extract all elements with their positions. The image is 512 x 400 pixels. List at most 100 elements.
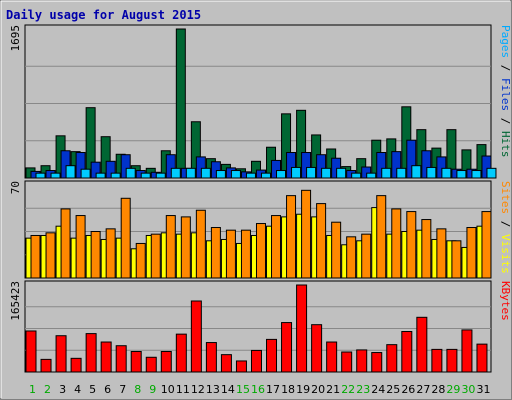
bar-kbytes-day-12	[190, 300, 202, 373]
bar-sites-day-21	[331, 221, 342, 279]
bar-kbytes-day-8	[130, 350, 142, 373]
bar-pages-day-25	[396, 167, 407, 179]
bar-sites-day-30	[466, 227, 477, 279]
bar-kbytes-day-17	[266, 338, 278, 373]
panel-max-label: 165423	[9, 281, 22, 321]
bar-pages-day-9	[155, 172, 166, 179]
day-label-3: 3	[59, 383, 66, 396]
bar-sites-day-15	[240, 229, 251, 279]
bar-kbytes-day-26	[401, 331, 413, 373]
bar-pages-day-1	[35, 172, 46, 179]
legend-entry: Pages	[499, 25, 512, 58]
day-label-17: 17	[266, 383, 280, 396]
bar-pages-day-31	[486, 167, 497, 179]
bar-pages-day-22	[351, 172, 362, 179]
bar-kbytes-day-1	[25, 330, 37, 373]
bar-kbytes-day-23	[356, 349, 368, 373]
bar-pages-day-15	[245, 172, 256, 179]
day-label-4: 4	[74, 383, 81, 396]
bar-sites-day-4	[75, 215, 86, 279]
bar-kbytes-day-3	[55, 335, 67, 373]
day-label-28: 28	[431, 383, 445, 396]
bar-pages-day-6	[110, 172, 121, 179]
day-label-30: 30	[461, 383, 475, 396]
bar-kbytes-day-16	[250, 349, 262, 373]
bar-kbytes-day-7	[115, 345, 127, 373]
legend-entry: /	[499, 214, 512, 234]
panel-legend: Pages / Files / Hits	[499, 25, 512, 158]
day-label-13: 13	[206, 383, 220, 396]
day-label-23: 23	[356, 383, 370, 396]
bar-sites-day-23	[361, 233, 372, 279]
bar-sites-day-17	[271, 215, 282, 279]
bar-pages-day-12	[200, 167, 211, 179]
day-label-25: 25	[386, 383, 400, 396]
bar-kbytes-day-13	[205, 342, 217, 373]
day-label-20: 20	[311, 383, 325, 396]
day-label-24: 24	[371, 383, 385, 396]
bar-kbytes-day-27	[416, 316, 428, 373]
bar-kbytes-day-2	[40, 358, 52, 373]
day-label-11: 11	[176, 383, 190, 396]
bar-kbytes-day-25	[386, 344, 398, 373]
bar-kbytes-day-5	[85, 333, 97, 373]
bar-pages-day-30	[471, 170, 482, 179]
panel-3: 165423 KBytes	[9, 280, 512, 373]
bar-sites-day-8	[135, 242, 146, 279]
day-label-27: 27	[416, 383, 430, 396]
bar-sites-day-25	[391, 208, 402, 279]
bar-kbytes-day-21	[326, 341, 338, 373]
bar-kbytes-day-22	[341, 351, 353, 373]
day-label-8: 8	[134, 383, 141, 396]
bar-pages-day-13	[215, 170, 226, 179]
panel-1: 1695 Pages / Files / Hits	[9, 24, 512, 179]
bar-kbytes-day-28	[431, 348, 443, 373]
bar-sites-day-14	[225, 229, 236, 279]
bar-sites-day-18	[286, 195, 297, 279]
legend-entry: Files	[499, 78, 512, 111]
bar-kbytes-day-15	[235, 360, 247, 373]
bar-sites-day-19	[301, 189, 312, 279]
day-labels: 1 2 3 4 5 6 7 8 9 10 11 12 13 14 15 16 17 18 19 20 21 22 23 24 2…	[29, 383, 490, 396]
bar-kbytes-day-10	[160, 350, 172, 373]
bar-pages-day-18	[291, 166, 302, 179]
bar-pages-day-29	[456, 170, 467, 179]
bar-sites-day-13	[210, 227, 221, 279]
day-label-5: 5	[89, 383, 96, 396]
bar-pages-day-21	[336, 167, 347, 179]
day-label-21: 21	[326, 383, 340, 396]
bar-pages-day-28	[441, 167, 452, 179]
day-label-1: 1	[29, 383, 36, 396]
day-label-9: 9	[149, 383, 156, 396]
panel-2: 70 Sites / Visits	[9, 180, 512, 279]
bar-sites-day-31	[481, 211, 492, 279]
bar-sites-day-26	[406, 211, 417, 279]
bar-pages-day-23	[366, 172, 377, 179]
bar-kbytes-day-18	[281, 322, 293, 373]
legend-entry: KBytes	[499, 281, 512, 321]
bar-pages-day-5	[95, 172, 106, 179]
bar-pages-day-10	[170, 167, 181, 179]
day-label-29: 29	[446, 383, 460, 396]
bar-sites-day-5	[90, 231, 101, 279]
legend-entry: /	[499, 58, 512, 78]
panel-legend: Sites / Visits	[499, 181, 512, 274]
bar-sites-day-12	[195, 209, 206, 279]
bar-pages-day-20	[321, 167, 332, 179]
bar-kbytes-day-31	[476, 343, 488, 373]
bar-sites-day-10	[165, 215, 176, 279]
bar-sites-day-24	[376, 195, 387, 279]
bar-kbytes-day-24	[371, 352, 383, 373]
day-label-18: 18	[281, 383, 295, 396]
panel-legend: KBytes	[499, 281, 512, 321]
bar-pages-day-24	[381, 167, 392, 179]
day-label-2: 2	[44, 383, 51, 396]
bar-sites-day-28	[436, 228, 447, 279]
bar-sites-day-22	[346, 236, 357, 279]
day-label-26: 26	[401, 383, 415, 396]
bar-kbytes-day-14	[220, 354, 232, 373]
legend-entry: Visits	[499, 234, 512, 274]
bar-kbytes-day-6	[100, 341, 112, 373]
bar-sites-day-2	[45, 232, 56, 279]
